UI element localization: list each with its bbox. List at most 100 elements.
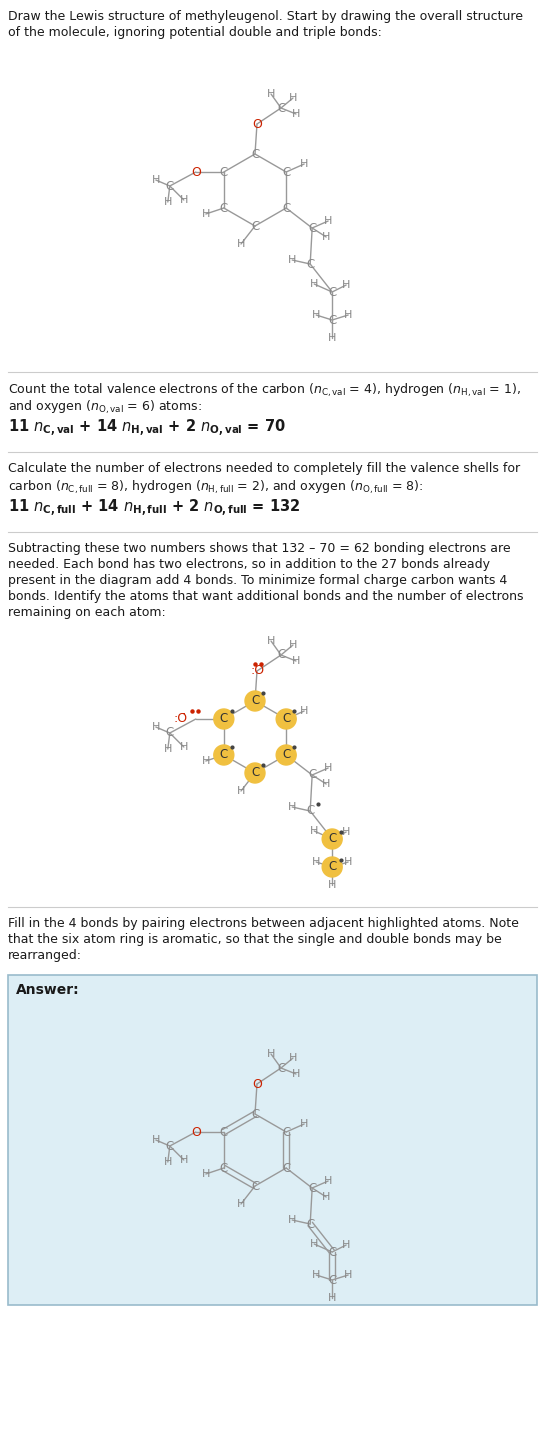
Text: C: C (251, 147, 259, 160)
Text: Draw the Lewis structure of methyleugenol. Start by drawing the overall structur: Draw the Lewis structure of methyleugeno… (8, 10, 523, 23)
Text: H: H (237, 1199, 245, 1209)
Circle shape (276, 709, 296, 728)
Text: C: C (306, 1218, 314, 1231)
Text: C: C (328, 832, 336, 845)
Text: H: H (312, 857, 320, 867)
Text: Subtracting these two numbers shows that 132 – 70 = 62 bonding electrons are: Subtracting these two numbers shows that… (8, 542, 511, 555)
Text: that the six atom ring is aromatic, so that the single and double bonds may be: that the six atom ring is aromatic, so t… (8, 933, 502, 946)
Text: C: C (220, 712, 228, 725)
Text: :Ȯ: :Ȯ (174, 712, 188, 725)
Text: H: H (292, 656, 300, 666)
Text: bonds. Identify the atoms that want additional bonds and the number of electrons: bonds. Identify the atoms that want addi… (8, 590, 524, 603)
Text: H: H (288, 1215, 296, 1225)
Text: C: C (277, 101, 285, 114)
Text: H: H (289, 92, 297, 103)
Circle shape (276, 746, 296, 764)
Text: C: C (282, 1162, 290, 1175)
Text: C: C (166, 179, 174, 192)
Text: H: H (180, 741, 188, 751)
Text: of the molecule, ignoring potential double and triple bonds:: of the molecule, ignoring potential doub… (8, 26, 382, 39)
Circle shape (322, 857, 342, 877)
Text: C: C (306, 805, 314, 818)
Text: H: H (324, 1176, 332, 1186)
Text: H: H (152, 722, 160, 733)
Text: H: H (292, 108, 300, 118)
Text: C: C (328, 1246, 336, 1259)
Text: O: O (252, 117, 262, 130)
Text: C: C (308, 769, 316, 782)
Text: H: H (322, 779, 330, 789)
Text: C: C (220, 1162, 228, 1175)
Text: H: H (342, 1240, 350, 1250)
Text: H: H (180, 1155, 188, 1165)
Text: H: H (328, 332, 336, 342)
Text: H: H (152, 1134, 160, 1144)
Text: C: C (251, 695, 259, 708)
Text: H: H (180, 195, 188, 205)
Text: C: C (282, 1126, 290, 1139)
Text: Calculate the number of electrons needed to completely fill the valence shells f: Calculate the number of electrons needed… (8, 462, 520, 475)
Text: C: C (277, 1062, 285, 1075)
Text: C: C (251, 1107, 259, 1120)
Text: C: C (328, 286, 336, 299)
Text: 11 $n_\mathregular{C,full}$ + 14 $n_\mathregular{H,full}$ + 2 $n_\mathregular{O,: 11 $n_\mathregular{C,full}$ + 14 $n_\mat… (8, 499, 301, 519)
Text: :O: :O (251, 665, 265, 678)
Text: C: C (282, 201, 290, 214)
Text: Answer:: Answer: (16, 983, 80, 997)
Text: carbon ($n_\mathregular{C,full}$ = 8), hydrogen ($n_\mathregular{H,full}$ = 2), : carbon ($n_\mathregular{C,full}$ = 8), h… (8, 478, 423, 496)
Text: remaining on each atom:: remaining on each atom: (8, 605, 166, 618)
Text: H: H (237, 786, 245, 796)
Text: H: H (288, 802, 296, 812)
Text: H: H (164, 197, 172, 207)
Text: O: O (191, 166, 201, 179)
Text: H: H (312, 311, 320, 319)
Text: H: H (164, 744, 172, 754)
FancyBboxPatch shape (8, 975, 537, 1305)
Text: H: H (267, 636, 275, 646)
Text: H: H (344, 311, 353, 319)
Circle shape (214, 746, 234, 764)
Text: C: C (328, 314, 336, 327)
Text: Fill in the 4 bonds by pairing electrons between adjacent highlighted atoms. Not: Fill in the 4 bonds by pairing electrons… (8, 918, 519, 931)
Text: C: C (308, 221, 316, 234)
Text: rearranged:: rearranged: (8, 949, 82, 962)
Text: H: H (300, 159, 308, 169)
Text: C: C (306, 257, 314, 270)
Text: H: H (324, 215, 332, 225)
Text: C: C (251, 1179, 259, 1192)
Text: Count the total valence electrons of the carbon ($n_\mathregular{C,val}$ = 4), h: Count the total valence electrons of the… (8, 381, 521, 399)
Text: H: H (300, 1118, 308, 1129)
Text: O: O (191, 1126, 201, 1139)
Text: H: H (344, 857, 353, 867)
Text: and oxygen ($n_\mathregular{O,val}$ = 6) atoms:: and oxygen ($n_\mathregular{O,val}$ = 6)… (8, 399, 202, 416)
Text: H: H (267, 90, 275, 100)
Text: C: C (282, 749, 290, 762)
Text: H: H (342, 827, 350, 837)
Circle shape (214, 709, 234, 728)
Text: H: H (202, 756, 210, 766)
Text: C: C (251, 220, 259, 233)
Text: O: O (252, 1078, 262, 1091)
Text: 11 $n_\mathregular{C,val}$ + 14 $n_\mathregular{H,val}$ + 2 $n_\mathregular{O,va: 11 $n_\mathregular{C,val}$ + 14 $n_\math… (8, 418, 286, 439)
Circle shape (245, 763, 265, 783)
Text: H: H (288, 254, 296, 264)
Text: H: H (324, 763, 332, 773)
Text: C: C (328, 1273, 336, 1286)
Text: needed. Each bond has two electrons, so in addition to the 27 bonds already: needed. Each bond has two electrons, so … (8, 558, 490, 571)
Text: C: C (277, 649, 285, 662)
Text: H: H (322, 1192, 330, 1202)
Text: H: H (342, 280, 350, 290)
Text: H: H (152, 175, 160, 185)
Text: H: H (292, 1069, 300, 1079)
Text: H: H (289, 640, 297, 650)
Text: H: H (310, 827, 318, 837)
Text: C: C (220, 1126, 228, 1139)
Text: H: H (310, 279, 318, 289)
Text: H: H (202, 210, 210, 220)
Circle shape (322, 829, 342, 850)
Text: H: H (164, 1157, 172, 1168)
Text: H: H (267, 1049, 275, 1059)
Text: present in the diagram add 4 bonds. To minimize formal charge carbon wants 4: present in the diagram add 4 bonds. To m… (8, 574, 507, 587)
Text: C: C (220, 749, 228, 762)
Text: C: C (166, 1140, 174, 1153)
